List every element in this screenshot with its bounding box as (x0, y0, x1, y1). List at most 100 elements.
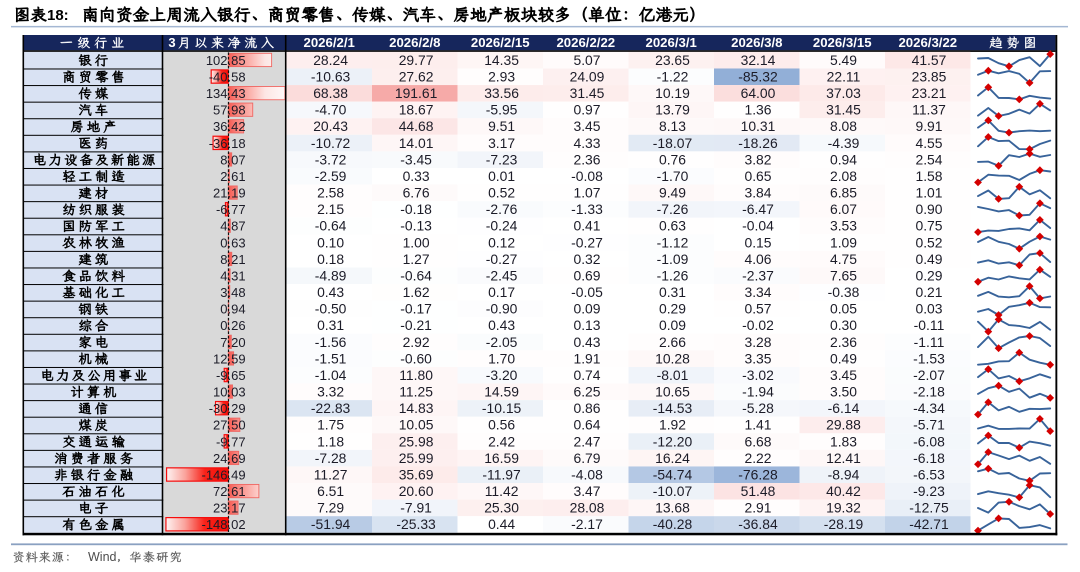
svg-text:0.10: 0.10 (317, 234, 344, 250)
svg-text:25.98: 25.98 (399, 433, 434, 449)
svg-text:0.49: 0.49 (830, 350, 857, 366)
svg-text:-5.71: -5.71 (913, 417, 945, 433)
svg-text:-12.20: -12.20 (653, 433, 693, 449)
svg-text:0.49: 0.49 (915, 251, 942, 267)
svg-text:1.70: 1.70 (488, 350, 515, 366)
svg-text:6.51: 6.51 (317, 483, 344, 499)
svg-text:1.09: 1.09 (830, 234, 857, 250)
svg-text:41.57: 41.57 (912, 52, 947, 68)
svg-text:-0.90: -0.90 (486, 301, 518, 317)
svg-text:-9.77: -9.77 (216, 434, 246, 449)
svg-text:0.90: 0.90 (915, 201, 942, 217)
svg-text:3.45: 3.45 (573, 118, 600, 134)
svg-text:1.07: 1.07 (573, 185, 600, 201)
svg-text:-1.11: -1.11 (914, 334, 945, 350)
svg-text:-1.33: -1.33 (571, 201, 603, 217)
svg-text:-1.56: -1.56 (315, 334, 347, 350)
svg-text:0.69: 0.69 (573, 267, 600, 283)
svg-text:18:: 18: (47, 7, 69, 24)
svg-text:0.44: 0.44 (488, 516, 515, 532)
svg-text:0.41: 0.41 (573, 218, 600, 234)
svg-text:-14.53: -14.53 (653, 400, 693, 416)
svg-text:28.08: 28.08 (570, 500, 605, 516)
svg-text:-0.02: -0.02 (742, 317, 774, 333)
svg-text:-4.89: -4.89 (315, 267, 347, 283)
svg-text:0.09: 0.09 (573, 301, 600, 317)
svg-text:-18.07: -18.07 (653, 135, 693, 151)
svg-text:-6.47: -6.47 (742, 201, 774, 217)
svg-text:2.42: 2.42 (488, 433, 515, 449)
svg-text:-2.59: -2.59 (315, 168, 347, 184)
svg-text:-76.28: -76.28 (738, 466, 778, 482)
svg-text:3.32: 3.32 (317, 384, 344, 400)
svg-text:-9.65: -9.65 (216, 368, 246, 383)
svg-text:2.92: 2.92 (403, 334, 430, 350)
svg-text:-8.01: -8.01 (657, 367, 689, 383)
svg-text:27.62: 27.62 (399, 68, 434, 84)
svg-text:-0.18: -0.18 (400, 201, 432, 217)
svg-text:-7.23: -7.23 (486, 151, 518, 167)
svg-text:31.45: 31.45 (826, 102, 861, 118)
svg-text:10.28: 10.28 (655, 350, 690, 366)
svg-text:2.66: 2.66 (659, 334, 686, 350)
svg-text:3.34: 3.34 (744, 284, 771, 300)
svg-text:-10.63: -10.63 (311, 68, 351, 84)
svg-text:2026/3/1: 2026/3/1 (646, 35, 697, 50)
svg-text:7.29: 7.29 (317, 500, 344, 516)
svg-text:23.17: 23.17 (213, 501, 246, 516)
svg-text:2026/2/8: 2026/2/8 (389, 35, 440, 50)
svg-text:6.79: 6.79 (573, 450, 600, 466)
svg-text:0.03: 0.03 (915, 301, 942, 317)
svg-text:3.53: 3.53 (830, 218, 857, 234)
svg-text:2.58: 2.58 (317, 185, 344, 201)
svg-text:-0.27: -0.27 (571, 234, 603, 250)
svg-text:32.14: 32.14 (741, 52, 776, 68)
svg-text:-2.45: -2.45 (486, 267, 518, 283)
svg-text:-2.17: -2.17 (571, 516, 603, 532)
svg-text:64.00: 64.00 (741, 85, 776, 101)
svg-text:0.43: 0.43 (573, 334, 600, 350)
svg-text:2.08: 2.08 (830, 168, 857, 184)
svg-text:0.64: 0.64 (573, 417, 600, 433)
svg-text:6.68: 6.68 (744, 433, 771, 449)
svg-text:3.35: 3.35 (744, 350, 771, 366)
svg-text:0.43: 0.43 (488, 317, 515, 333)
svg-text:-2.07: -2.07 (913, 367, 945, 383)
svg-text:0.09: 0.09 (659, 317, 686, 333)
svg-text:-7.26: -7.26 (657, 201, 689, 217)
svg-text:0.43: 0.43 (317, 284, 344, 300)
svg-text:-6.53: -6.53 (913, 466, 945, 482)
svg-text:68.38: 68.38 (313, 85, 348, 101)
svg-text:4.06: 4.06 (744, 251, 771, 267)
svg-text:2.36: 2.36 (830, 334, 857, 350)
svg-text:-5.95: -5.95 (486, 102, 518, 118)
svg-text:-0.24: -0.24 (486, 218, 518, 234)
svg-text:0.18: 0.18 (317, 251, 344, 267)
svg-text:22.11: 22.11 (827, 68, 861, 84)
svg-text:29.77: 29.77 (399, 52, 434, 68)
svg-text:0.30: 0.30 (830, 317, 857, 333)
svg-text:4.31: 4.31 (220, 268, 245, 283)
svg-text:0.52: 0.52 (915, 234, 942, 250)
svg-text:-1.53: -1.53 (913, 350, 945, 366)
svg-text:10.31: 10.31 (741, 118, 776, 134)
svg-text:-18.26: -18.26 (738, 135, 778, 151)
svg-text:-30.29: -30.29 (209, 401, 246, 416)
svg-text:1.01: 1.01 (915, 185, 942, 201)
svg-text:23.65: 23.65 (655, 52, 690, 68)
svg-text:-0.60: -0.60 (400, 350, 432, 366)
svg-text:2.91: 2.91 (744, 500, 771, 516)
svg-text:-2.76: -2.76 (486, 201, 518, 217)
svg-text:1.75: 1.75 (317, 417, 344, 433)
svg-text:8.13: 8.13 (659, 118, 686, 134)
svg-text:11.37: 11.37 (912, 102, 946, 118)
svg-text:-2.18: -2.18 (913, 384, 945, 400)
svg-text:51.48: 51.48 (741, 483, 776, 499)
svg-text:0.57: 0.57 (744, 301, 771, 317)
svg-text:10.05: 10.05 (399, 417, 434, 433)
svg-text:0.33: 0.33 (403, 168, 430, 184)
svg-text:-0.27: -0.27 (486, 251, 518, 267)
svg-text:0.01: 0.01 (488, 168, 515, 184)
svg-text:21.19: 21.19 (213, 186, 246, 201)
svg-text:1.58: 1.58 (915, 168, 942, 184)
